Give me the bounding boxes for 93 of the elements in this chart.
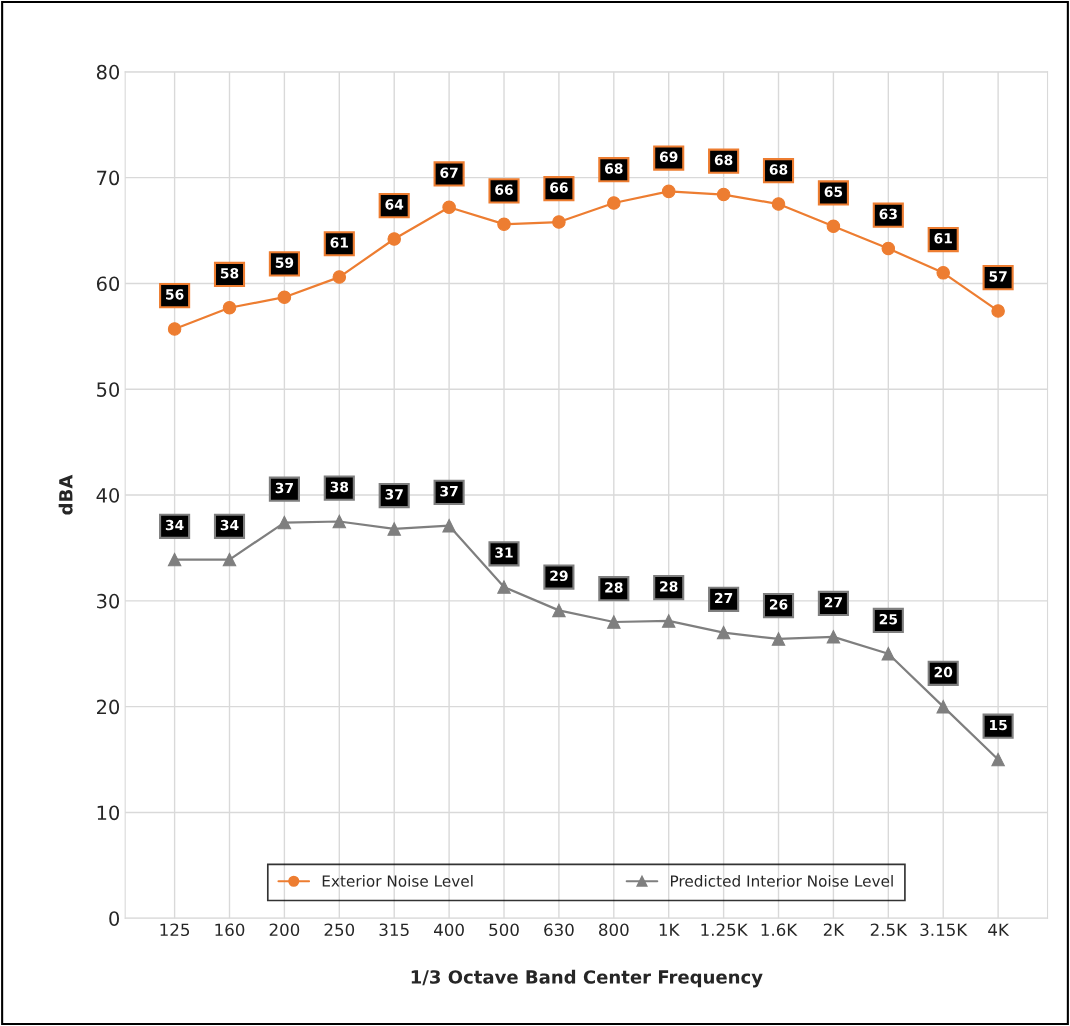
point [332, 514, 347, 529]
y-tick-label: 10 [97, 805, 120, 821]
point [716, 187, 731, 202]
data-label: 20 [934, 666, 953, 678]
data-label: 15 [990, 719, 1007, 731]
point [661, 614, 676, 628]
y-tick-label: 20 [97, 699, 120, 715]
x-tick-label: 2K [823, 923, 845, 936]
y-tick-label: 80 [96, 64, 120, 80]
point [222, 552, 237, 567]
legend-label: Exterior Noise Level [322, 874, 473, 887]
point [277, 515, 292, 530]
y-tick-label: 0 [109, 911, 120, 926]
data-label: 31 [495, 547, 513, 558]
data-label: 37 [385, 489, 403, 500]
data-label: 26 [769, 599, 788, 610]
data-label: 67 [440, 167, 458, 178]
point [936, 266, 950, 280]
data-label: 61 [330, 237, 349, 248]
y-tick-label: 30 [97, 593, 120, 609]
data-label: 56 [166, 289, 184, 300]
data-label: 66 [495, 184, 513, 195]
point [881, 646, 896, 661]
point [442, 200, 456, 215]
point [607, 615, 621, 629]
data-label: 57 [989, 271, 1007, 282]
point [881, 241, 896, 256]
data-label: 25 [879, 613, 898, 625]
point [387, 232, 401, 246]
data-label: 28 [660, 581, 678, 592]
data-label: 27 [824, 597, 842, 608]
x-tick-label: 630 [544, 923, 574, 937]
data-label: 29 [550, 570, 568, 582]
y-tick-label: 50 [97, 382, 120, 397]
x-axis-title: 1/3 Octave Band Center Frequency [411, 969, 763, 988]
data-label: 34 [220, 519, 239, 531]
y-tick-label: 70 [97, 170, 120, 186]
y-axis-title: dBA [58, 474, 73, 515]
point [771, 197, 786, 211]
x-tick-label: 1.6K [761, 923, 798, 937]
point [497, 580, 511, 594]
data-label: 38 [330, 481, 349, 493]
point [552, 603, 566, 618]
x-tick-label: 315 [379, 923, 409, 937]
point [442, 518, 456, 533]
point [167, 322, 182, 336]
point [497, 217, 511, 231]
data-label: 68 [769, 164, 788, 175]
point [552, 215, 566, 229]
point [387, 522, 401, 536]
x-tick-label: 800 [599, 923, 629, 937]
data-label: 37 [275, 482, 293, 494]
point [991, 304, 1005, 318]
data-label: 69 [659, 151, 678, 163]
data-label: 65 [824, 186, 843, 197]
point [222, 301, 237, 315]
x-tick-label: 1.25K [701, 923, 748, 937]
point [771, 632, 786, 646]
point [167, 552, 182, 567]
data-label: 27 [715, 592, 733, 604]
data-label: 34 [165, 519, 184, 531]
point [826, 219, 841, 234]
point [826, 630, 841, 644]
data-label: 28 [605, 582, 623, 593]
x-tick-label: 125 [160, 923, 190, 937]
data-label: 68 [605, 163, 623, 174]
y-tick-label: 40 [96, 488, 120, 503]
point [716, 625, 731, 640]
y-tick-label: 60 [96, 276, 120, 292]
legend-label: Predicted Interior Noise Level [670, 874, 893, 887]
point [991, 752, 1005, 767]
data-label: 68 [714, 154, 733, 166]
x-tick-label: 160 [215, 923, 245, 937]
data-label: 59 [275, 257, 294, 268]
x-tick-label: 3.15K [920, 923, 968, 937]
data-label: 37 [440, 485, 458, 497]
point [277, 290, 292, 304]
data-label: 66 [550, 182, 568, 193]
x-tick-label: 250 [324, 923, 355, 937]
x-tick-label: 2.5K [870, 923, 908, 937]
x-tick-label: 4K [988, 923, 1010, 936]
point [936, 699, 950, 714]
data-label: 64 [385, 199, 404, 210]
point [661, 184, 676, 199]
x-tick-label: 200 [269, 923, 300, 937]
x-tick-label: 1K [659, 923, 680, 936]
x-tick-label: 500 [489, 923, 519, 937]
point [332, 270, 347, 284]
data-label: 61 [934, 233, 952, 244]
data-label: 58 [220, 267, 239, 279]
x-tick-label: 400 [434, 923, 464, 937]
point [607, 196, 621, 210]
data-label: 63 [879, 208, 897, 220]
